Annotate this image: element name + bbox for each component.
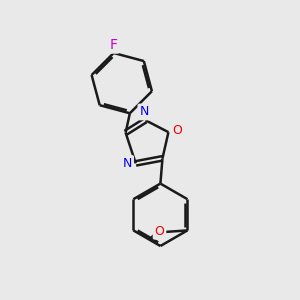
Text: O: O — [172, 124, 182, 137]
Text: N: N — [123, 157, 132, 170]
Text: O: O — [154, 225, 164, 238]
Text: N: N — [140, 106, 149, 118]
Text: F: F — [110, 38, 118, 52]
